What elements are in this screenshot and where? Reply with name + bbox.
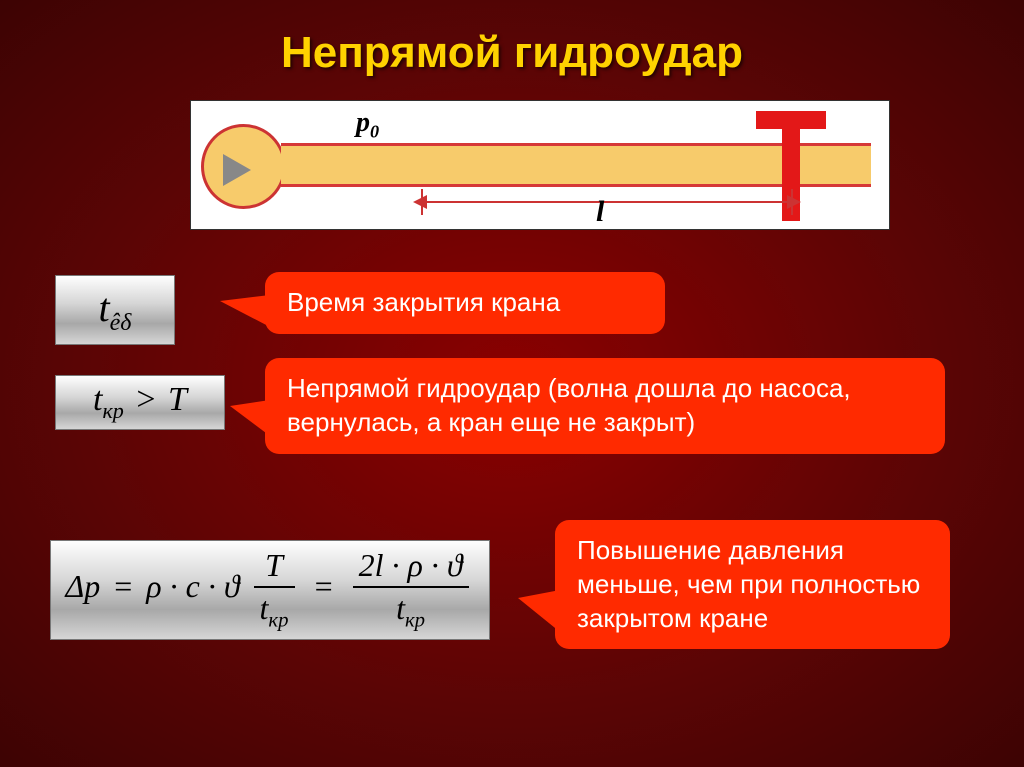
valve-horizontal <box>756 111 826 129</box>
callout-pressure: Повышение давления меньше, чем при полно… <box>555 520 950 649</box>
formula-tkr: têδ <box>55 275 175 345</box>
label-l: l <box>596 195 604 229</box>
formula-deltap: Δp = ρ · c · ϑ T tкр = 2l · ρ · ϑ tкр <box>50 540 490 640</box>
label-p0: p0 <box>356 107 379 143</box>
formula-condition: tкр > T <box>55 375 225 430</box>
pipe-diagram: p0 l <box>190 100 890 230</box>
callout-indirect-tail-icon <box>230 400 270 436</box>
callout-pressure-tail-icon <box>518 590 560 632</box>
dim-arrow-right-icon <box>787 195 801 209</box>
callout-time-tail-icon <box>220 295 270 327</box>
page-title: Непрямой гидроудар <box>0 0 1024 78</box>
callout-time: Время закрытия крана <box>265 272 665 334</box>
pump-arrow-icon <box>223 154 251 186</box>
callout-indirect: Непрямой гидроудар (волна дошла до насос… <box>265 358 945 454</box>
dimension-line <box>421 201 791 203</box>
